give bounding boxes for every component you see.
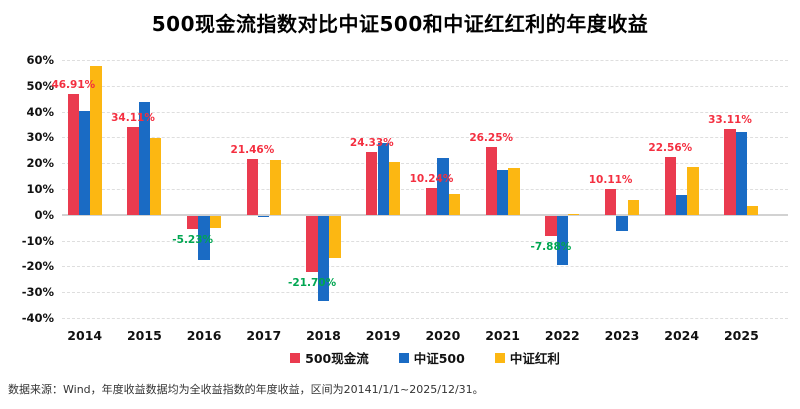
bar-500现金流-2024 [664,156,676,215]
y-tick-label: 10% [26,182,54,196]
bar-中证500-2022 [556,215,568,265]
bar-中证红利-2016 [209,215,222,229]
y-tick-label: 30% [26,130,54,145]
x-tick-label: 2024 [664,328,700,343]
legend-item-中证红利: 中证红利 [494,348,560,367]
bar-500现金流-2018 [306,215,318,272]
x-tick-label: 2022 [544,328,580,343]
bar-value-label: 46.91% [51,78,96,91]
legend-label: 中证500 [413,351,465,366]
y-tick-label: -10% [21,233,54,248]
source-note: 数据来源：Wind，年度收益数据均为全收益指数的年度收益，区间为20141/1/… [8,383,484,396]
bar-500现金流-2025 [724,129,736,215]
x-tick-label: 2025 [723,328,759,343]
bar-500现金流-2019 [366,152,378,215]
gridline [62,189,788,190]
x-tick-label: 2021 [485,328,520,343]
zero-axis-line [62,213,788,216]
legend-label: 中证红利 [509,351,560,366]
legend-label: 500现金流 [305,351,369,366]
legend-item-中证500: 中证500 [398,348,465,367]
bar-中证500-2025 [735,132,748,215]
x-tick-label: 2015 [126,328,162,343]
bar-value-label: 22.56% [648,141,693,154]
bar-中证500-2019 [377,142,389,215]
y-tick-label: -40% [21,311,54,325]
chart-title: 500现金流指数对比中证500和中证红红利的年度收益 [151,12,649,36]
bar-中证红利-2020 [448,193,460,215]
x-tick-label: 2023 [604,328,640,343]
bar-中证500-2020 [437,158,449,215]
bar-value-label: 10.24% [409,173,454,186]
y-tick-label: -20% [21,259,54,274]
bar-value-label: -5.23% [172,234,214,247]
x-tick-label: 2016 [186,328,222,343]
bar-value-label: -7.88% [530,241,572,254]
x-tick-label: 2014 [67,328,103,343]
legend-swatch [398,352,409,363]
bar-value-label: 24.33% [349,137,394,150]
y-tick-label: 40% [26,104,54,119]
bar-500现金流-2023 [604,188,617,215]
bar-中证红利-2023 [627,199,640,215]
bar-中证红利-2024 [687,166,699,215]
legend-swatch [494,352,505,363]
gridline [62,60,788,61]
x-tick-label: 2018 [306,328,341,343]
legend-swatch [290,352,301,363]
bar-中证红利-2021 [508,168,520,215]
bar-value-label: 26.25% [469,132,514,145]
bar-500现金流-2022 [545,215,557,237]
bar-500现金流-2016 [187,215,199,230]
gridline [62,292,788,294]
bar-中证红利-2014 [90,66,102,215]
bar-中证红利-2022 [568,213,580,215]
bar-中证500-2015 [138,101,151,215]
legend: 500现金流 中证500 中证红利 [62,348,788,367]
bar-value-label: 34.11% [111,111,155,124]
bar-中证500-2016 [198,215,210,261]
bar-中证红利-2017 [269,159,281,215]
y-tick-label: 20% [26,156,54,171]
bar-500现金流-2017 [246,159,259,215]
gridline [62,163,788,165]
gridline [62,240,788,242]
bar-中证500-2023 [616,215,628,232]
y-tick-label: 50% [26,78,54,93]
y-tick-label: 0% [34,207,54,222]
x-tick-label: 2019 [365,328,401,343]
bar-中证红利-2015 [150,138,162,215]
bar-500现金流-2015 [127,126,139,215]
gridline [62,85,788,87]
x-tick-label: 2017 [246,328,282,343]
bar-中证500-2021 [496,170,509,215]
bar-中证500-2014 [79,110,91,215]
bar-中证红利-2025 [747,205,759,215]
bar-value-label: 33.11% [708,114,752,127]
bar-value-label: -21.70% [288,276,337,289]
bar-500现金流-2014 [67,93,79,215]
gridline [62,266,788,268]
plot-area: 60% 50% 40% 30% 20% 10% 0% -10% -20% -30% -40% 46.9… [22,53,788,343]
bar-value-label: 21.46% [230,144,275,157]
bar-中证红利-2019 [388,162,401,215]
gridline [62,137,788,139]
y-tick-label: 60% [26,53,54,67]
bar-500现金流-2021 [485,147,497,215]
y-tick-label: -30% [21,285,54,300]
bar-500现金流-2020 [425,188,438,215]
bar-中证红利-2018 [329,215,341,259]
legend-item-500现金流: 500现金流 [290,348,369,367]
gridline [62,318,788,319]
bar-中证500-2024 [676,195,688,215]
x-tick-label: 2020 [425,328,461,343]
bar-value-label: 10.11% [588,173,633,186]
gridline [62,111,788,113]
bar-中证500-2018 [317,215,330,302]
bar-中证500-2017 [258,215,270,217]
